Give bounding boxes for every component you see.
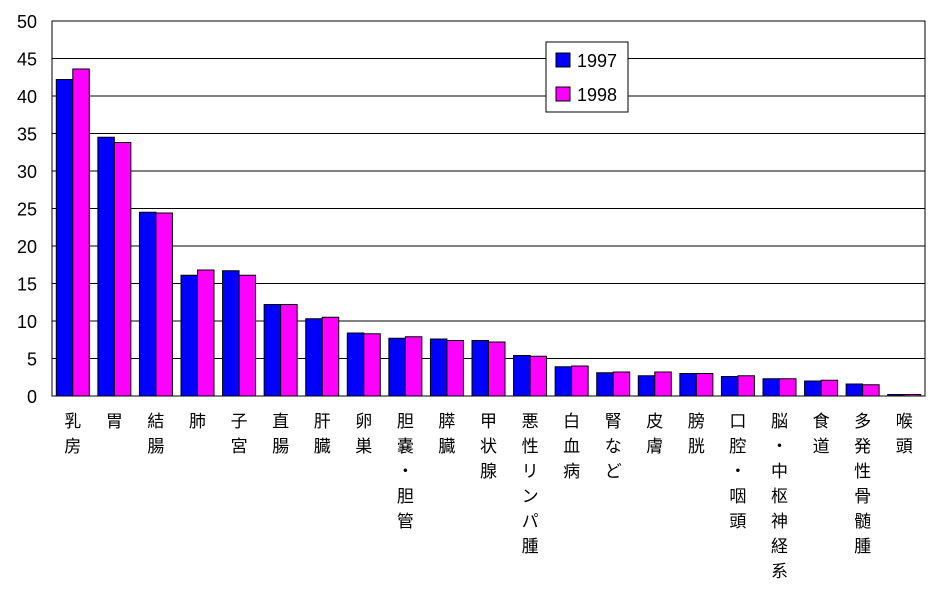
bar-1997-13 [554,366,573,397]
y-tick-label: 50 [17,12,37,32]
x-category-label: 直腸 [272,412,289,457]
x-category-label: 白血病 [563,412,580,482]
x-category-label: 肝臓 [314,412,331,457]
x-category-label: 肺 [189,412,206,432]
legend: 1997 1998 [545,41,629,113]
x-category-label: 口腔・咽頭 [729,412,746,532]
y-tick-label: 20 [17,237,37,257]
legend-label-1998: 1998 [577,85,617,105]
bar-1997-2 [97,136,115,397]
bar-1998-8 [363,333,381,397]
bar-1998-10 [446,340,464,397]
bars [55,68,922,397]
bar-1997-11 [471,340,489,397]
x-category-label: 食道 [813,412,830,457]
bar-1998-5 [238,274,257,397]
x-category-label: 脳・中枢神経系 [771,412,788,582]
y-tick-label: 45 [17,50,37,70]
bar-1998-7 [321,316,340,397]
x-category-label: 乳房 [64,412,81,457]
x-category-label: 卵巣 [355,412,372,457]
y-tick-label: 40 [17,87,37,107]
bar-1998-3 [155,212,173,397]
bar-1997-5 [222,270,240,397]
bar-1997-10 [429,338,448,397]
bar-1998-20 [862,384,880,397]
y-tick-label: 35 [17,125,37,145]
bar-1998-13 [571,365,589,397]
bar-1998-15 [654,371,672,397]
y-tick-label: 25 [17,200,37,220]
bar-1998-11 [488,341,506,397]
x-category-label: 膀胱 [688,412,705,457]
bar-1997-18 [762,378,780,397]
bar-1997-12 [513,355,531,397]
legend-swatch-1998 [555,86,571,102]
bar-1997-6 [263,304,282,397]
bar-1998-1 [72,68,90,397]
bar-1998-16 [695,373,714,397]
bar-1997-16 [679,373,697,397]
bar-1998-19 [820,379,839,397]
bar-1998-9 [404,336,423,397]
y-tick-label: 0 [27,387,37,407]
bar-1998-12 [529,355,548,397]
plot-area-frame [51,20,926,397]
bar-1997-17 [720,376,739,397]
x-category-label: 結腸 [147,412,164,457]
y-axis-tick-labels: 0 5 10 15 20 25 30 35 40 45 50 [17,12,37,407]
bar-1997-19 [804,380,822,397]
bar-1997-15 [637,375,656,397]
y-tick-label: 15 [17,275,37,295]
bar-1997-20 [845,383,864,397]
x-category-label: 子宮 [231,412,248,457]
bar-1997-1 [55,79,74,397]
bar-1997-4 [180,274,198,397]
x-category-label: 喉頭 [896,412,913,457]
x-category-label: 膵臓 [438,412,455,457]
y-tick-label: 5 [27,350,37,370]
bar-1997-7 [305,318,323,397]
bar-1998-2 [113,142,132,397]
bar-1997-3 [138,211,157,397]
bar-1997-9 [388,337,406,397]
y-tick-label: 10 [17,312,37,332]
legend-swatch-1997 [555,52,571,68]
bar-1997-8 [346,332,365,397]
bar-1998-17 [737,375,755,397]
x-category-label: 多発性骨髄腫 [854,412,871,557]
x-category-label: 胆嚢・胆管 [397,412,414,532]
bar-1998-18 [779,378,797,397]
y-tick-label: 30 [17,162,37,182]
bar-1998-14 [612,371,631,397]
bar-1997-14 [596,372,614,397]
x-category-label: 皮膚 [646,412,663,457]
bar-1998-4 [197,269,215,397]
x-category-label: 悪性リンパ腫 [522,412,539,557]
x-category-label: 胃 [106,412,123,432]
x-category-label: 甲状腺 [480,412,497,482]
legend-label-1997: 1997 [577,51,617,71]
x-category-label: 腎など [605,412,622,482]
bar-1998-6 [280,304,298,397]
